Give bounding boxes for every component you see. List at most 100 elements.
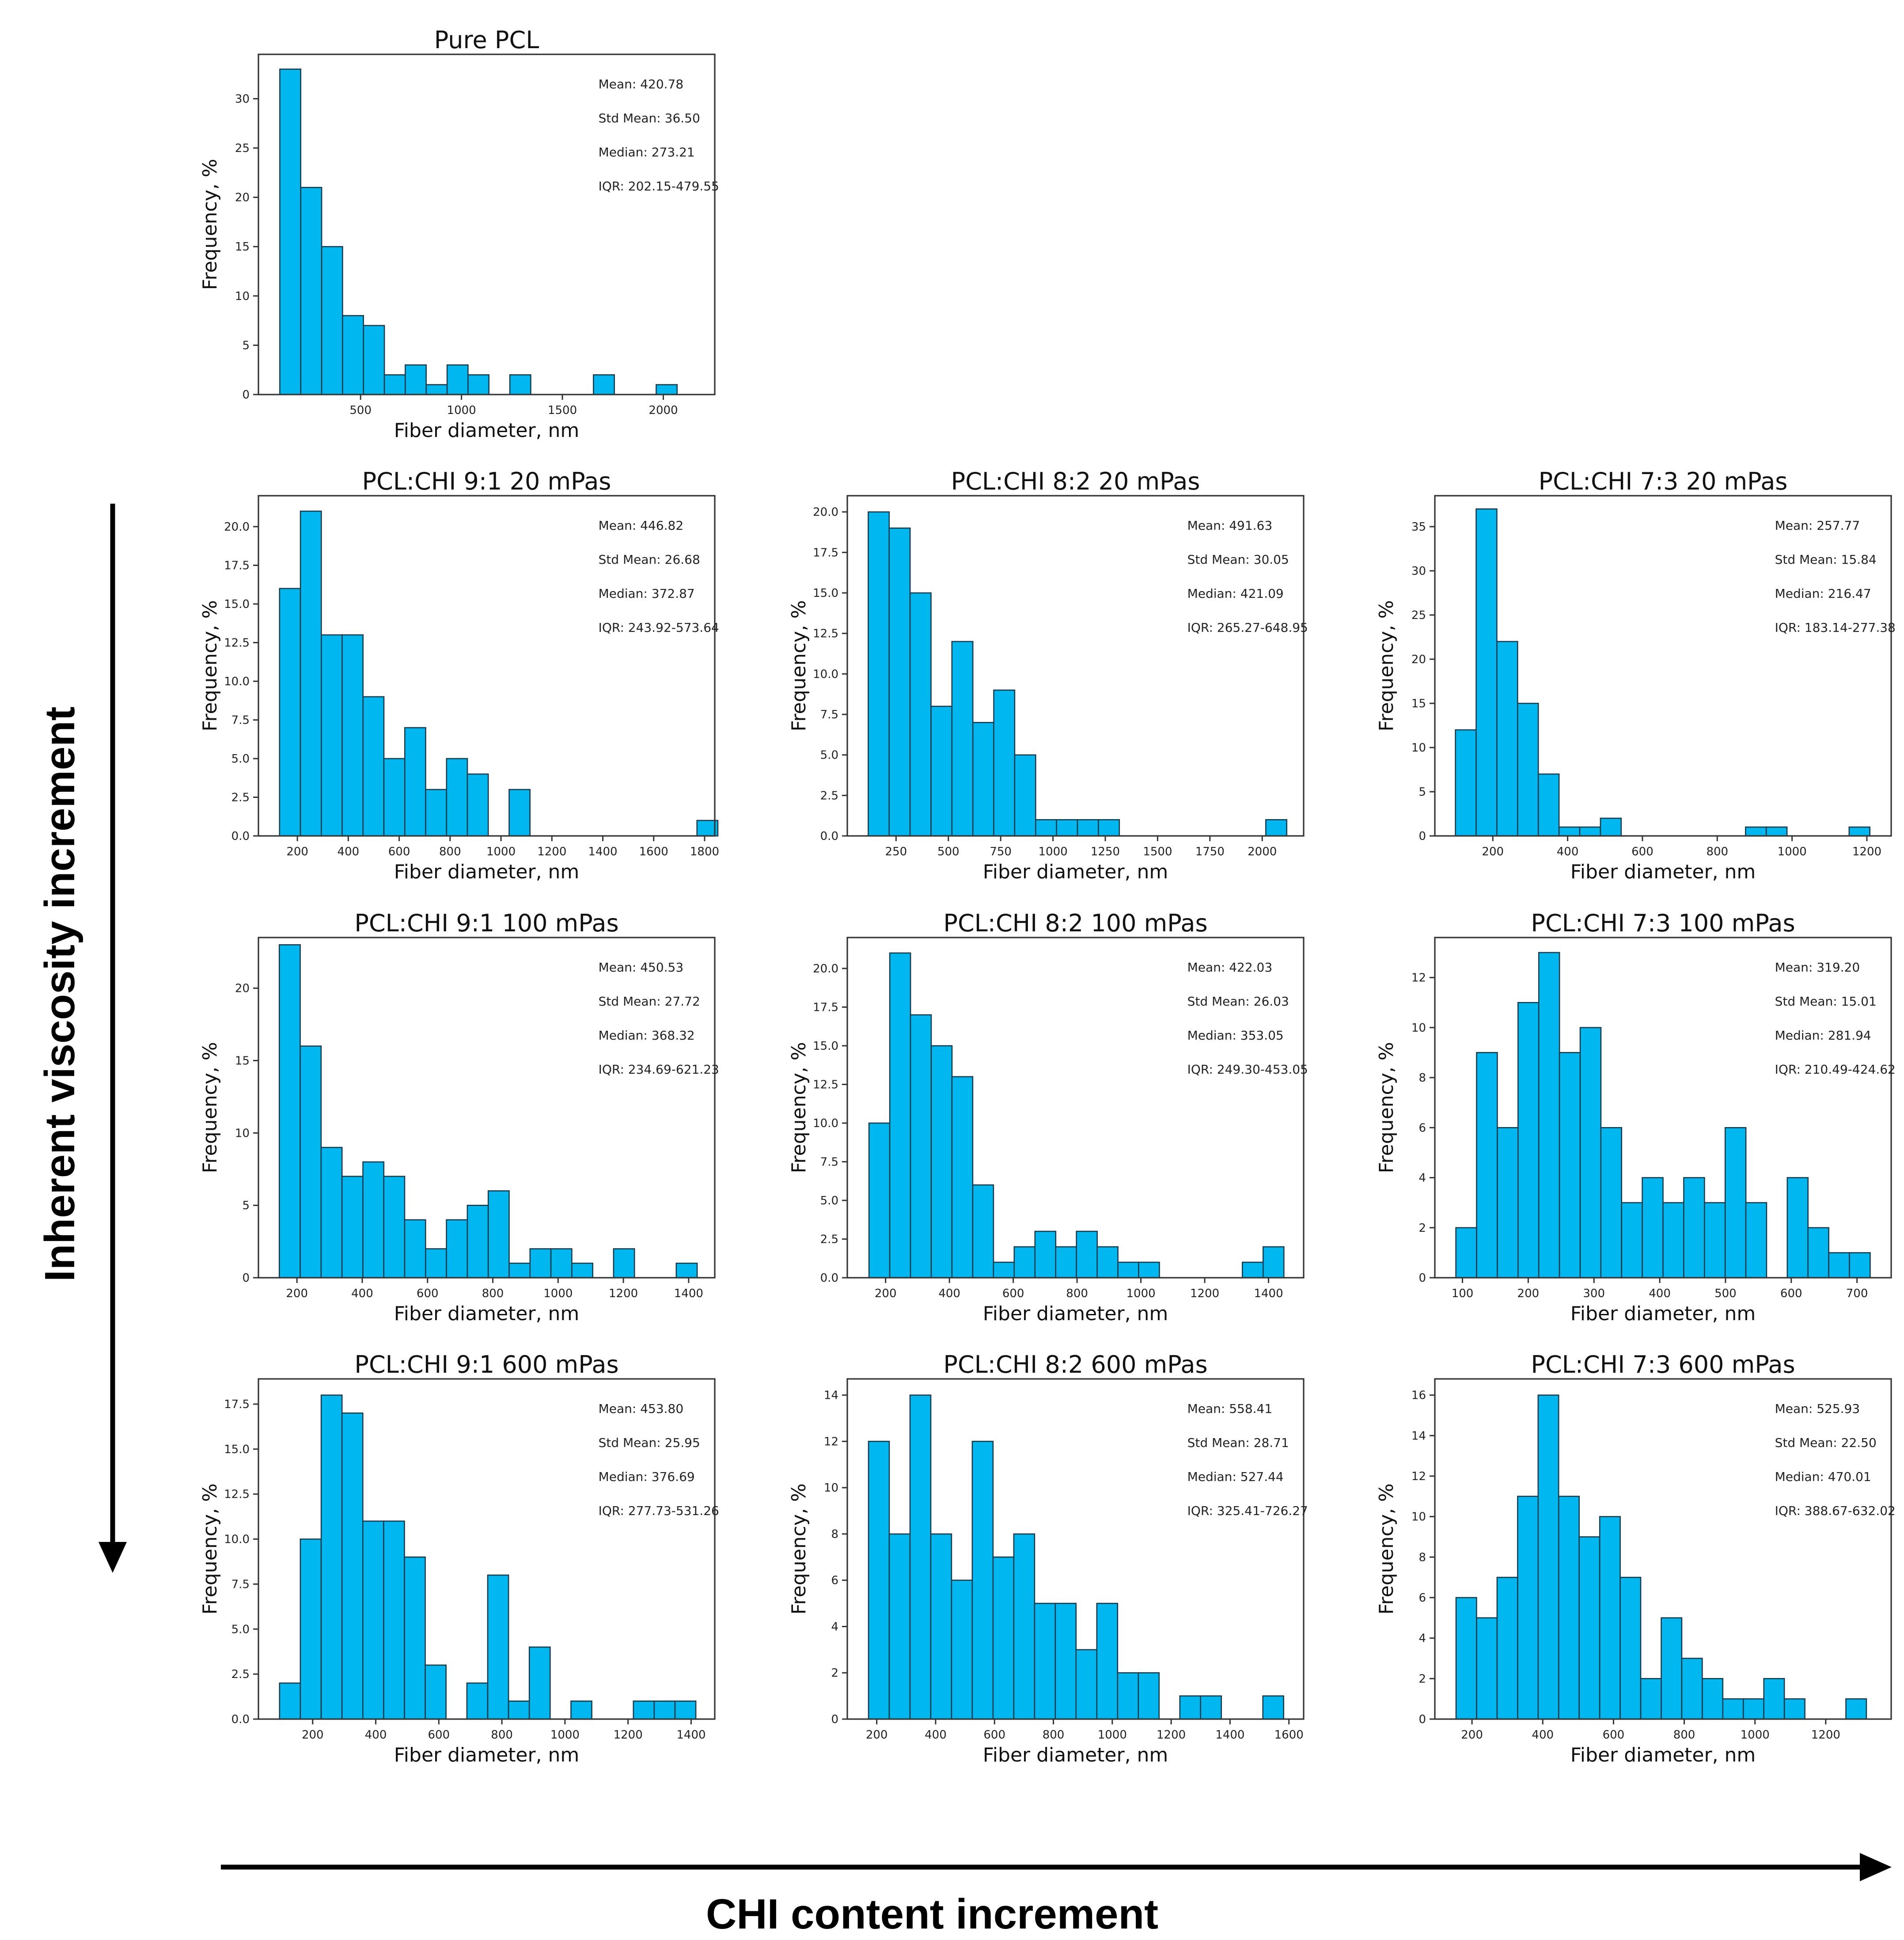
x-tick-label: 1000 — [486, 845, 516, 858]
histogram-bar — [1034, 1230, 1057, 1279]
histogram-panel: 200 400 600 800 1000 1200 1400 0.0 2.5 5.0 7.5 10.0… — [788, 909, 1308, 1325]
histogram-bar — [279, 588, 301, 837]
stat-annotation: Std Mean: 15.01 — [1775, 994, 1877, 1009]
x-tick-label: 1000 — [447, 404, 476, 417]
histogram-bar — [889, 952, 911, 1279]
y-tick-label: 8 — [831, 1528, 838, 1541]
histogram-bar — [342, 315, 364, 395]
y-tick-label: 5 — [242, 339, 250, 352]
x-tick-label: 1000 — [1778, 845, 1807, 858]
y-tick-label: 12.5 — [224, 1488, 250, 1501]
histogram-bar — [341, 634, 364, 837]
x-tick-label: 600 — [1780, 1287, 1802, 1300]
y-tick-label: 15.0 — [224, 1443, 250, 1456]
plot-frame — [258, 53, 716, 395]
histogram-bar — [550, 1248, 573, 1279]
chart-title: PCL:CHI 8:2 100 mPas — [943, 909, 1207, 937]
histogram-bar — [1077, 819, 1099, 837]
y-tick-label: 4 — [831, 1620, 838, 1633]
histogram-bar — [487, 1190, 510, 1279]
chart-title: PCL:CHI 8:2 20 mPas — [951, 467, 1200, 495]
x-tick-label: 200 — [1461, 1728, 1483, 1742]
histogram-bar — [930, 1533, 952, 1720]
histogram-bar — [1117, 1672, 1139, 1720]
stat-annotation: Median: 421.09 — [1187, 586, 1284, 601]
histogram-bar — [675, 1262, 698, 1279]
stat-annotation: Std Mean: 26.03 — [1187, 994, 1289, 1009]
histogram-bar — [320, 1394, 343, 1720]
histogram-bar — [1076, 1230, 1098, 1279]
histogram-bar — [1475, 508, 1498, 837]
histogram-bar — [279, 1682, 301, 1720]
histogram-bar — [653, 1701, 676, 1720]
stat-annotation: Mean: 319.20 — [1775, 960, 1860, 975]
histogram-bar — [1497, 1127, 1519, 1279]
y-tick-label: 10 — [1411, 1021, 1426, 1035]
histogram-bar — [1683, 1177, 1705, 1279]
y-tick-label: 20 — [1411, 653, 1426, 666]
histogram-bar — [1538, 952, 1560, 1279]
histogram-bar — [508, 1262, 531, 1279]
y-tick-label: 25 — [235, 142, 250, 155]
histogram-bar — [1138, 1261, 1160, 1279]
stat-annotation: Mean: 491.63 — [1187, 518, 1273, 533]
stat-annotation: IQR: 388.67-632.02 — [1775, 1503, 1896, 1518]
y-axis-label: Frequency, % — [199, 1483, 221, 1614]
x-tick-label: 1400 — [588, 845, 617, 858]
y-tick-label: 20.0 — [813, 962, 838, 976]
y-tick-label: 5.0 — [820, 749, 838, 762]
x-tick-label: 1200 — [614, 1728, 643, 1742]
histogram-bar — [1559, 1052, 1581, 1279]
chi-content-arrow-label: CHI content increment — [706, 1891, 1158, 1938]
histogram-bar — [1621, 1202, 1643, 1279]
x-tick-label: 1000 — [550, 1728, 580, 1742]
histogram-bar — [1579, 826, 1601, 837]
histogram-bar — [320, 1147, 343, 1279]
histogram-bar — [404, 727, 426, 837]
histogram-bar — [1848, 826, 1870, 837]
histogram-bar — [446, 1219, 468, 1279]
y-tick-label: 17.5 — [224, 559, 250, 573]
y-axis-label: Frequency, % — [788, 1483, 810, 1614]
x-tick-label: 200 — [1517, 1287, 1540, 1300]
x-tick-label: 1800 — [690, 845, 719, 858]
y-tick-label: 0.0 — [231, 830, 250, 843]
x-tick-label: 1200 — [1811, 1728, 1840, 1742]
x-tick-label: 250 — [885, 845, 907, 858]
y-tick-label: 15 — [235, 240, 250, 254]
y-tick-label: 8 — [1419, 1551, 1426, 1564]
x-tick-label: 1250 — [1091, 845, 1120, 858]
x-tick-label: 1500 — [548, 404, 577, 417]
y-tick-label: 20 — [235, 191, 250, 205]
y-tick-label: 0 — [242, 388, 250, 402]
histogram-bar — [1054, 1602, 1077, 1720]
histogram-bar — [1098, 819, 1120, 837]
plot-frame — [846, 495, 1305, 837]
y-tick-label: 6 — [1419, 1591, 1426, 1605]
histogram-bar — [909, 592, 932, 837]
histogram-bar — [320, 634, 343, 837]
histogram-bar — [1722, 1698, 1744, 1720]
y-tick-label: 5.0 — [231, 1623, 250, 1636]
y-axis-label: Frequency, % — [199, 600, 221, 731]
x-tick-label: 200 — [286, 845, 308, 858]
stat-annotation: Std Mean: 22.50 — [1775, 1435, 1877, 1450]
x-tick-label: 200 — [875, 1287, 897, 1300]
x-tick-label: 400 — [1649, 1287, 1671, 1300]
histogram-bar — [300, 1538, 322, 1720]
histogram-bar — [1265, 819, 1288, 837]
y-axis-label: Frequency, % — [788, 600, 810, 731]
y-tick-label: 15.0 — [813, 587, 838, 600]
stat-annotation: Mean: 422.03 — [1187, 960, 1273, 975]
y-tick-label: 7.5 — [820, 1156, 838, 1169]
histogram-bar — [383, 758, 406, 837]
y-tick-label: 30 — [235, 92, 250, 106]
histogram-bar — [1642, 1177, 1664, 1279]
histogram-bar — [363, 325, 385, 395]
x-tick-label: 500 — [937, 845, 960, 858]
stat-annotation: IQR: 202.15-479.55 — [599, 179, 719, 194]
stat-annotation: Std Mean: 26.68 — [599, 552, 700, 567]
y-tick-label: 10.0 — [813, 668, 838, 681]
chart-title: PCL:CHI 9:1 100 mPas — [354, 909, 618, 937]
stat-annotation: Mean: 525.93 — [1775, 1401, 1860, 1416]
